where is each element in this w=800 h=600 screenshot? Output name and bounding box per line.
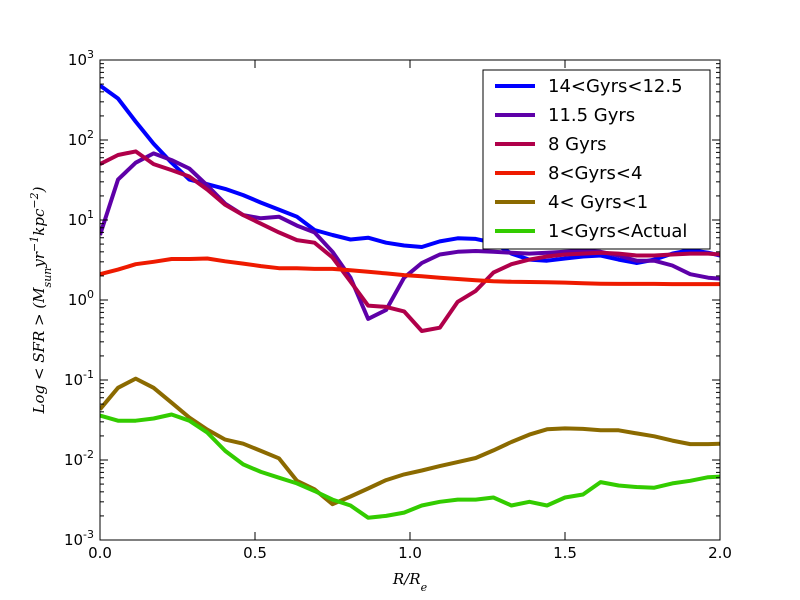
y-tick-label: 102	[68, 128, 94, 149]
y-tick-label: 10-3	[64, 528, 94, 549]
x-tick-label: 0.5	[243, 544, 267, 562]
y-tick-label: 103	[68, 48, 94, 69]
y-tick-label: 10-2	[64, 448, 94, 469]
legend-label-3: 8<Gyrs<4	[548, 163, 642, 184]
legend-label-4: 4< Gyrs<1	[548, 192, 648, 213]
legend: 14<Gyrs<12.5 11.5 Gyrs 8 Gyrs 8<Gyrs<4 4< Gy…	[482, 69, 711, 250]
series-line-1	[100, 151, 720, 321]
series-line-4	[100, 376, 720, 507]
y-tick-label: 100	[68, 288, 94, 309]
ticks-layer: 0.0 0.5 1.0 1.5 2.0 10-3 10-2 10-1 100 101 102 103	[64, 48, 732, 562]
legend-frame	[482, 69, 711, 250]
x-tick-label: 0.0	[88, 544, 112, 562]
series-line-2	[100, 149, 720, 333]
legend-label-5: 1<Gyrs<Actual	[548, 221, 687, 242]
x-axis-label: R/Re	[392, 570, 428, 594]
series-line-5	[100, 412, 720, 520]
legend-label-2: 8 Gyrs	[548, 134, 607, 155]
x-tick-label: 2.0	[708, 544, 732, 562]
legend-label-1: 11.5 Gyrs	[548, 105, 635, 126]
legend-label-0: 14<Gyrs<12.5	[548, 76, 683, 97]
x-tick-label: 1.5	[553, 544, 577, 562]
series-line-3	[100, 256, 720, 287]
x-tick-label: 1.0	[398, 544, 422, 562]
series-layer	[100, 83, 720, 520]
y-tick-label: 10-1	[64, 368, 94, 389]
y-axis-label: Log < SFR > (Msunyr−1kpc−2)	[28, 186, 54, 414]
y-tick-label: 101	[68, 208, 94, 229]
